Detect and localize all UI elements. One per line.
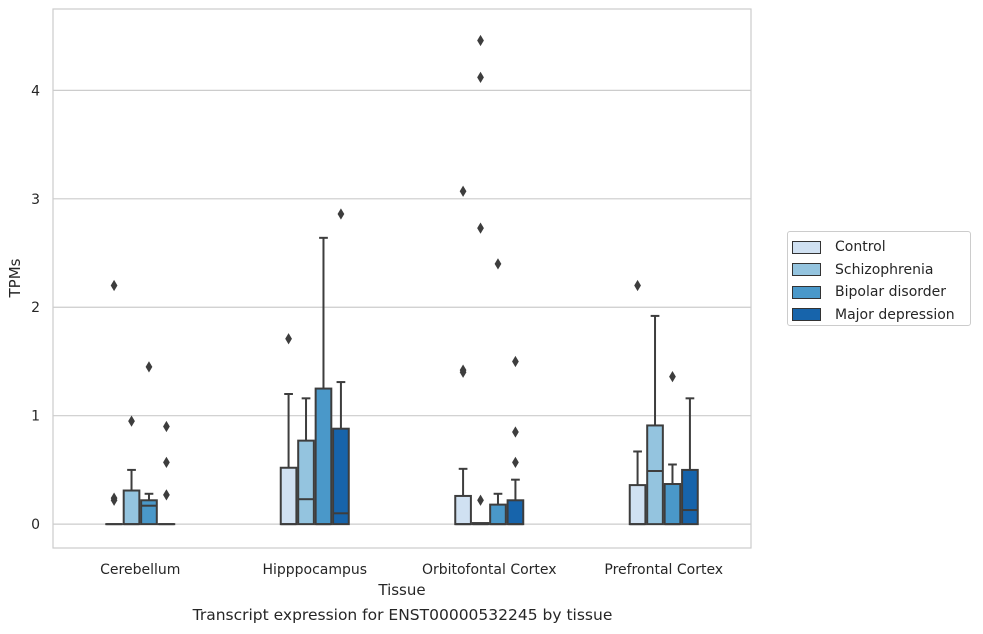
control-cerebellum-outlier-2 [110, 279, 118, 292]
plot-area [52, 8, 752, 549]
legend-label-control: Control [835, 239, 886, 256]
schizophrenia-orbitofontal-cortex-outlier-0 [477, 494, 484, 506]
legend-item-schizophrenia: Schizophrenia [792, 259, 970, 282]
legend-label-major-depression: Major depression [835, 306, 955, 323]
legend-swatch-control [792, 240, 821, 254]
x-tick-label-prefrontal-cortex: Prefrontal Cortex [604, 562, 723, 578]
major-depression-orbitofontal-cortex-outlier-1 [512, 426, 519, 438]
control-hipppocampus-box [279, 466, 298, 526]
y-tick-label-3: 3 [31, 192, 40, 208]
bipolar-disorder-hipppocampus-box [314, 387, 333, 526]
major-depression-cerebellum-outlier-2 [163, 420, 170, 433]
bipolar-disorder-orbitofontal-cortex-box [489, 503, 507, 526]
major-depression-orbitofontal-cortex-outlier-0 [512, 456, 519, 468]
bipolar-disorder-prefrontal-cortex-outlier-0 [669, 371, 676, 383]
y-tick-label-0: 0 [31, 517, 40, 533]
legend-swatch-schizophrenia [792, 263, 821, 277]
legend-swatch-bipolar-disorder [792, 285, 821, 299]
legend-item-bipolar-disorder: Bipolar disorder [792, 281, 970, 304]
control-prefrontal-cortex-box [628, 484, 647, 526]
major-depression-hipppocampus-box [332, 427, 350, 526]
x-tick-label-orbitofontal-cortex: Orbitofontal Cortex [422, 562, 557, 578]
x-axis-title: Tissue [377, 581, 425, 599]
control-cerebellum-outlier-1 [110, 492, 118, 504]
x-tick-label-hipppocampus: Hipppocampus [262, 562, 367, 578]
schizophrenia-orbitofontal-cortex-outlier-2 [477, 71, 484, 83]
y-tick-label-1: 1 [31, 409, 40, 425]
legend-swatch-major-depression [792, 308, 821, 322]
schizophrenia-hipppocampus-box [297, 439, 315, 526]
legend-label-bipolar-disorder: Bipolar disorder [835, 284, 947, 301]
box-series [105, 34, 699, 526]
bipolar-disorder-cerebellum-outlier-0 [145, 361, 153, 373]
y-tick-labels: 0 1 2 3 4 [31, 83, 40, 533]
major-depression-cerebellum-outlier-1 [163, 456, 170, 468]
schizophrenia-prefrontal-cortex-box [646, 424, 664, 526]
control-prefrontal-cortex-outlier-0 [634, 279, 641, 292]
major-depression-hipppocampus-outlier-0 [337, 208, 345, 220]
bipolar-disorder-prefrontal-cortex-box [663, 483, 682, 526]
schizophrenia-orbitofontal-cortex-outlier-1 [477, 222, 484, 234]
chart-caption: Transcript expression for ENST0000053224… [192, 606, 613, 624]
control-orbitofontal-cortex-box [454, 494, 472, 526]
control-orbitofontal-cortex-outlier-1 [459, 364, 467, 376]
legend-label-schizophrenia: Schizophrenia [835, 261, 934, 278]
control-orbitofontal-cortex-outlier-2 [459, 185, 467, 197]
bipolar-disorder-orbitofontal-cortex-outlier-0 [494, 258, 502, 270]
major-depression-prefrontal-cortex-box [681, 468, 699, 526]
schizophrenia-cerebellum-outlier-0 [128, 415, 135, 427]
y-axis-title: TPMs [6, 258, 24, 298]
schizophrenia-cerebellum-box [122, 489, 141, 526]
x-tick-labels: Cerebellum Hipppocampus Orbitofontal Corte… [100, 562, 723, 578]
schizophrenia-orbitofontal-cortex-outlier-3 [477, 34, 484, 47]
y-tick-label-4: 4 [31, 83, 40, 99]
legend-item-control: Control [792, 236, 970, 259]
major-depression-orbitofontal-cortex-outlier-2 [512, 355, 519, 368]
legend: Control Schizophrenia Bipolar disorder M… [787, 231, 971, 326]
legend-item-major-depression: Major depression [792, 304, 970, 327]
major-depression-orbitofontal-cortex-box [506, 499, 525, 526]
x-tick-label-cerebellum: Cerebellum [100, 562, 180, 578]
major-depression-cerebellum-outlier-0 [163, 489, 170, 501]
control-hipppocampus-outlier-0 [285, 333, 292, 345]
y-tick-label-2: 2 [31, 300, 40, 316]
bipolar-disorder-cerebellum-box [140, 499, 158, 526]
